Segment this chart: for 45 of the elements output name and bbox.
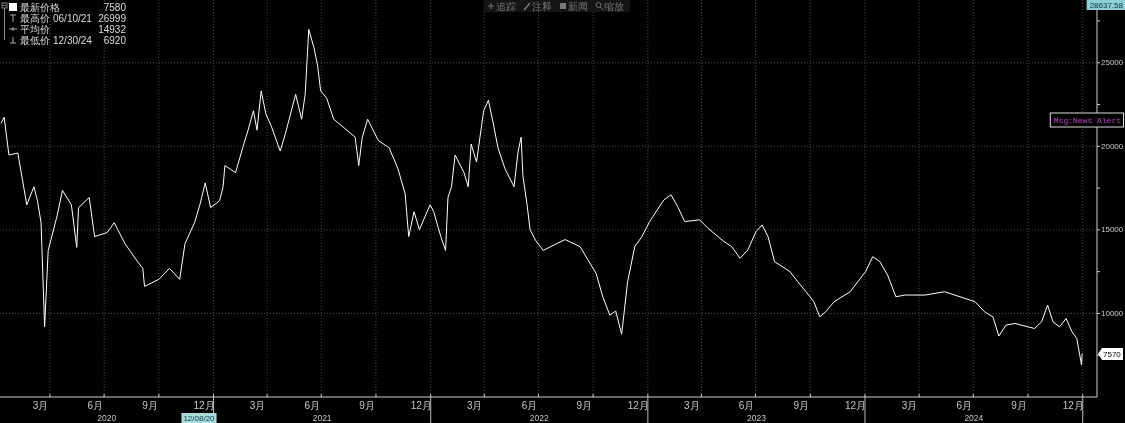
- text: 2022: [529, 413, 549, 423]
- x-tick-label: 9月: [359, 400, 375, 411]
- x-tick-label: 9月: [142, 400, 158, 411]
- y-tick-label: 25000: [1101, 58, 1124, 68]
- legend: 最新价格: [9, 2, 60, 13]
- x-tick-label: 3月: [466, 400, 483, 411]
- x-tick-label: 9月: [793, 400, 810, 411]
- date-tag: 12/08/20: [181, 413, 217, 423]
- x-tick-label: 3月: [901, 400, 918, 411]
- x-tick-label: 12月: [627, 400, 649, 411]
- legend-label: 最新价格: [20, 2, 60, 13]
- annotation: 追踪: [496, 1, 516, 12]
- x-tick-label: 3月: [684, 400, 700, 411]
- annotation: 7580: [103, 2, 127, 13]
- x-tick-label: 3月: [249, 400, 266, 411]
- x-tick-label: 6月: [956, 400, 973, 411]
- price-tag: 7570: [1098, 348, 1123, 361]
- x-tick-label: 6月: [738, 400, 755, 411]
- text: 2023: [746, 413, 767, 423]
- x-tick-label: 9月: [576, 400, 592, 411]
- annotation: 最低价 12/30/24 6920: [20, 35, 127, 46]
- axis-top-tag: 28637.58: [1086, 0, 1125, 10]
- x-tick-label: 9月: [1011, 400, 1027, 411]
- annotation: Msg:News Alert: [1053, 115, 1121, 125]
- y-tick-label: 15000: [1101, 225, 1124, 235]
- x-tick-label: 6月: [521, 400, 538, 411]
- x-tick-label: 3月: [32, 400, 49, 411]
- x-tick-label: 12月: [1062, 400, 1084, 411]
- y-tick-label: 20000: [1101, 141, 1124, 151]
- text: 2020: [97, 413, 117, 423]
- x-tick-label: 12月: [844, 400, 867, 411]
- annotation: 缩放: [604, 1, 624, 12]
- x-tick-label: 12月: [193, 400, 215, 411]
- x-tick-label: 6月: [304, 400, 321, 411]
- x-tick-label: 12月: [410, 400, 432, 411]
- x-tick-label: 6月: [87, 400, 103, 411]
- annotation: 最高价 06/10/21 26999: [20, 13, 127, 24]
- annotation: 7570: [1103, 349, 1122, 359]
- text: 平均价 14932: [20, 24, 126, 35]
- annotation: 新闻: [568, 1, 588, 12]
- text: 2024: [964, 413, 984, 423]
- message-box: Msg:News Alert: [1049, 112, 1124, 128]
- y-tick-label: 10000: [1101, 308, 1124, 318]
- text: 2021: [312, 413, 332, 423]
- annotation: 注释: [532, 1, 552, 12]
